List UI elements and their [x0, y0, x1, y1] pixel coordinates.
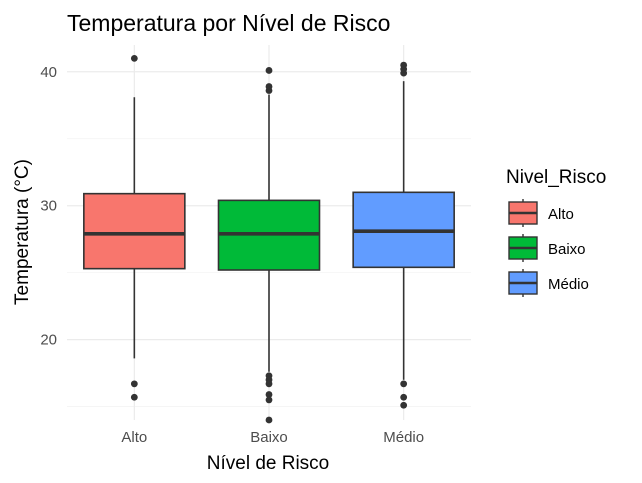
legend-title: Nivel_Risco [506, 167, 606, 188]
y-tick-label: 30 [40, 198, 57, 215]
outlier-point [400, 61, 408, 69]
x-axis-title: Nível de Risco [207, 453, 330, 474]
outlier-point [265, 380, 273, 388]
outlier-point [130, 393, 138, 401]
y-axis-title: Temperatura (°C) [12, 159, 33, 305]
outlier-point [400, 380, 408, 388]
y-tick-label: 20 [40, 332, 57, 349]
legend-label: Alto [548, 206, 574, 223]
boxes [83, 54, 455, 424]
outlier-point [265, 416, 273, 424]
outlier-point [130, 54, 138, 62]
box-medio [352, 61, 455, 409]
box-baixo [217, 67, 321, 424]
outlier-point [130, 380, 138, 388]
outlier-point [400, 393, 408, 401]
outlier-point [400, 401, 408, 409]
outlier-point [265, 83, 273, 90]
legend-label: Baixo [548, 241, 586, 258]
legend-label: Médio [548, 276, 589, 293]
y-tick-label: 40 [40, 64, 57, 81]
box-alto [83, 54, 186, 401]
legend: Nivel_Risco Alto Baixo Médio [506, 167, 606, 297]
x-tick-label: Alto [121, 429, 147, 446]
outlier-point [265, 67, 273, 74]
outlier-point [265, 396, 273, 404]
x-axis-ticks: Alto Baixo Médio [121, 429, 424, 446]
x-tick-label: Baixo [250, 429, 288, 446]
x-tick-label: Médio [383, 429, 424, 446]
box-iqr [83, 192, 186, 270]
outlier-point [265, 391, 273, 398]
chart-title: Temperatura por Nível de Risco [67, 10, 390, 36]
y-axis-ticks: 20 30 40 [40, 64, 57, 349]
